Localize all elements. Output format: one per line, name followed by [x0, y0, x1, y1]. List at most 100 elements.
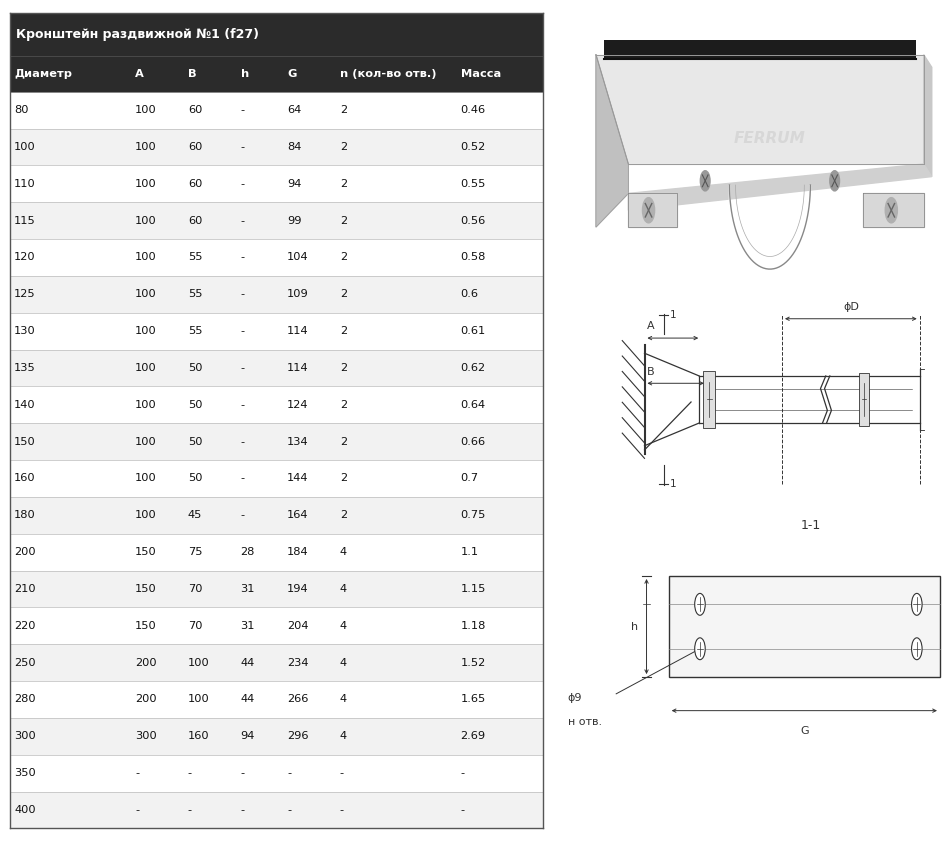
- Bar: [10, 350, 543, 386]
- Text: 100: 100: [135, 363, 157, 373]
- Text: 100: 100: [135, 510, 157, 521]
- Bar: [668, 576, 940, 677]
- Text: 204: 204: [287, 621, 308, 631]
- Circle shape: [830, 171, 840, 191]
- Text: 80: 80: [14, 105, 29, 115]
- Text: -: -: [241, 399, 245, 410]
- Text: 125: 125: [14, 289, 36, 299]
- Text: 110: 110: [14, 179, 36, 188]
- Text: 2: 2: [340, 105, 347, 115]
- Text: B: B: [646, 368, 654, 378]
- Text: 0.75: 0.75: [461, 510, 486, 521]
- Text: G: G: [800, 726, 808, 736]
- Text: 2: 2: [340, 326, 347, 336]
- Bar: [10, 92, 543, 129]
- Bar: [10, 202, 543, 239]
- Text: Масса: Масса: [461, 69, 501, 79]
- Text: 100: 100: [188, 658, 209, 668]
- Text: 100: 100: [135, 399, 157, 410]
- Polygon shape: [628, 193, 677, 227]
- Text: 60: 60: [188, 179, 202, 188]
- Bar: [10, 570, 543, 607]
- Text: -: -: [241, 215, 245, 225]
- Text: Кронштейн раздвижной №1 (f27): Кронштейн раздвижной №1 (f27): [16, 28, 260, 41]
- Text: 150: 150: [135, 621, 157, 631]
- Bar: [10, 13, 543, 56]
- Text: 266: 266: [287, 695, 308, 705]
- Bar: [10, 313, 543, 350]
- Text: A: A: [135, 69, 144, 79]
- Text: 250: 250: [14, 658, 36, 668]
- Text: 0.58: 0.58: [461, 252, 486, 262]
- Text: 70: 70: [188, 621, 203, 631]
- Text: 130: 130: [14, 326, 36, 336]
- Text: 210: 210: [14, 584, 36, 594]
- Text: 0.46: 0.46: [461, 105, 486, 115]
- Text: 55: 55: [188, 289, 203, 299]
- Text: 2: 2: [340, 142, 347, 152]
- Bar: [10, 497, 543, 534]
- Text: 150: 150: [135, 584, 157, 594]
- Text: -: -: [461, 805, 465, 815]
- Text: -: -: [241, 510, 245, 521]
- Circle shape: [701, 171, 710, 191]
- Text: 2: 2: [340, 436, 347, 447]
- Bar: [10, 607, 543, 644]
- Bar: [10, 166, 543, 202]
- Bar: [10, 460, 543, 497]
- Text: 109: 109: [287, 289, 308, 299]
- Text: 55: 55: [188, 326, 203, 336]
- Text: 4: 4: [340, 621, 347, 631]
- Text: 50: 50: [188, 436, 203, 447]
- Text: 1-1: 1-1: [801, 519, 821, 532]
- Text: 4: 4: [340, 658, 347, 668]
- Text: 2: 2: [340, 510, 347, 521]
- Text: 115: 115: [14, 215, 36, 225]
- Text: h: h: [631, 621, 639, 632]
- Bar: [10, 386, 543, 423]
- Text: 135: 135: [14, 363, 36, 373]
- Text: -: -: [241, 768, 245, 778]
- Text: н отв.: н отв.: [567, 717, 602, 727]
- Text: 100: 100: [135, 215, 157, 225]
- Text: -: -: [188, 768, 192, 778]
- Text: 45: 45: [188, 510, 202, 521]
- Text: -: -: [287, 768, 291, 778]
- Polygon shape: [596, 55, 923, 164]
- Text: B: B: [188, 69, 196, 79]
- Text: -: -: [241, 436, 245, 447]
- Text: -: -: [241, 105, 245, 115]
- Text: 31: 31: [241, 584, 255, 594]
- Text: 1.1: 1.1: [461, 547, 479, 557]
- Text: 160: 160: [14, 473, 36, 484]
- Text: -: -: [340, 768, 344, 778]
- Text: 2: 2: [340, 363, 347, 373]
- Text: 100: 100: [135, 436, 157, 447]
- Text: -: -: [135, 768, 139, 778]
- Text: 100: 100: [135, 289, 157, 299]
- Circle shape: [912, 637, 922, 659]
- Text: 200: 200: [14, 547, 36, 557]
- Text: 1: 1: [670, 310, 677, 320]
- Text: 0.56: 0.56: [461, 215, 486, 225]
- Text: -: -: [241, 363, 245, 373]
- Text: 60: 60: [188, 215, 202, 225]
- Text: 0.64: 0.64: [461, 399, 486, 410]
- Bar: [10, 129, 543, 166]
- Text: 134: 134: [287, 436, 308, 447]
- Text: 0.6: 0.6: [461, 289, 479, 299]
- Text: -: -: [241, 252, 245, 262]
- Text: 296: 296: [287, 732, 308, 741]
- Text: 0.62: 0.62: [461, 363, 486, 373]
- Text: 50: 50: [188, 473, 203, 484]
- Bar: [10, 56, 543, 92]
- Text: 44: 44: [241, 658, 255, 668]
- Text: 4: 4: [340, 584, 347, 594]
- Text: -: -: [241, 805, 245, 815]
- Text: 104: 104: [287, 252, 308, 262]
- Text: 4: 4: [340, 695, 347, 705]
- Bar: [10, 791, 543, 828]
- Circle shape: [695, 594, 705, 616]
- Text: 200: 200: [135, 658, 157, 668]
- Text: ϕ9: ϕ9: [567, 693, 582, 703]
